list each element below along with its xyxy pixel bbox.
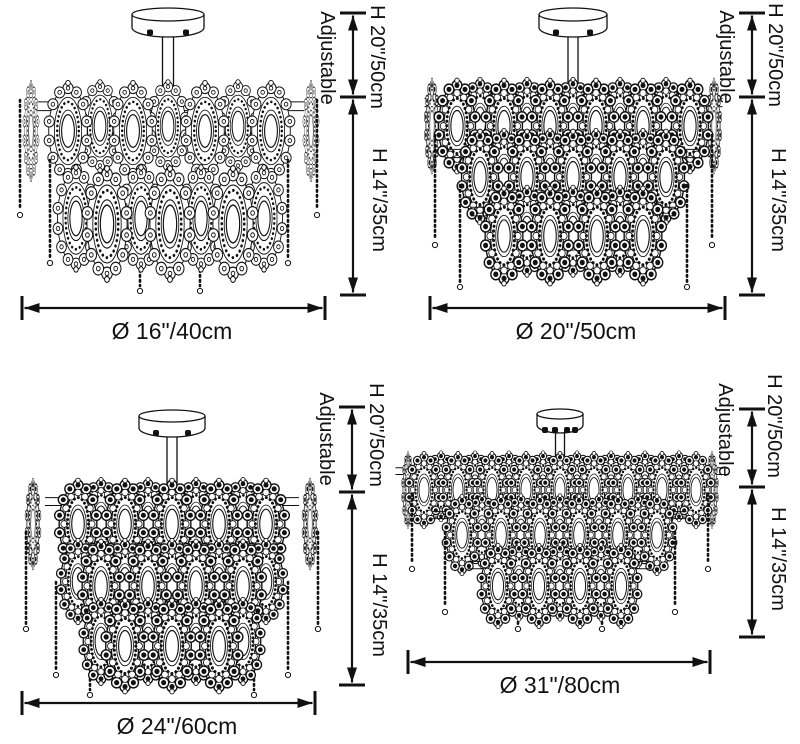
strand-drop [598, 625, 606, 633]
adjustable-label: Adjustable [316, 11, 338, 104]
diameter-dim-24in: Ø 24"/60cm [20, 691, 317, 739]
chandelier-drawing-31in [395, 408, 725, 633]
screw [185, 430, 191, 436]
diameter-label: Ø 31"/80cm [500, 672, 621, 698]
chandelier-drawing-24in [22, 409, 322, 699]
body-height-label: H 14"/35cm [368, 148, 390, 252]
strand-drop [408, 565, 416, 573]
canopy-top [538, 7, 608, 22]
screw [542, 427, 548, 433]
strand-drop [284, 259, 292, 267]
adjustable-label: Adjustable [715, 10, 737, 103]
medallion [206, 164, 260, 284]
screw [153, 430, 159, 436]
chandelier-drawing-20in [422, 7, 724, 291]
strand-drop [704, 565, 712, 573]
screw [552, 427, 558, 433]
strand-drop [514, 625, 522, 633]
strand-drop [86, 691, 94, 699]
adjustable-label: Adjustable [714, 383, 736, 476]
strand-drop [431, 241, 439, 249]
screw [564, 427, 570, 433]
screw [572, 427, 578, 433]
panel-24in: Adjustable H 20"/50cm H 14"/35cm Ø 24"/6… [20, 383, 390, 739]
screw [553, 29, 559, 36]
upper-height-label: H 20"/50cm [764, 3, 786, 107]
strand-drop [22, 625, 30, 633]
canopy-top [138, 409, 206, 423]
strand-drop [671, 608, 679, 616]
chandelier-drawing-16in [16, 7, 321, 295]
diameter-label: Ø 16"/40cm [112, 318, 233, 344]
upper-height-label: H 20"/50cm [366, 5, 388, 109]
diameter-dim-31in: Ø 31"/80cm [406, 650, 712, 698]
diameter-dim-20in: Ø 20"/50cm [428, 296, 727, 344]
diameter-dim-16in: Ø 16"/40cm [20, 296, 327, 344]
canopy-top [536, 408, 584, 420]
strand-drop [46, 259, 54, 267]
screw [587, 29, 593, 36]
strand-drop [284, 671, 292, 679]
medallion [107, 79, 159, 183]
strand-drop [683, 283, 691, 291]
panel-20in: Adjustable H 20"/50cm H 14"/35cm Ø 20"/5… [422, 3, 789, 344]
strand-drop [196, 287, 204, 295]
strand-drop [441, 608, 449, 616]
screw [183, 29, 189, 36]
strand-drop [16, 211, 24, 219]
panel-16in: Adjustable H 20"/50cm H 14"/35cm Ø 16"/4… [16, 5, 390, 344]
body-height-label: H 14"/35cm [767, 507, 789, 611]
body-height-label: H 14"/35cm [767, 148, 789, 252]
medallion [80, 164, 134, 284]
upper-height-label: H 20"/50cm [763, 374, 785, 478]
diameter-label: Ø 20"/50cm [516, 318, 637, 344]
upper-height-label: H 20"/50cm [365, 383, 387, 487]
height-dim-16in: Adjustable H 20"/50cm H 14"/35cm [316, 5, 390, 297]
strand-drop [708, 241, 716, 249]
strand-drop [456, 283, 464, 291]
height-dim-31in: Adjustable H 20"/50cm H 14"/35cm [714, 374, 789, 639]
height-dim-24in: Adjustable H 20"/50cm H 14"/35cm [315, 383, 390, 687]
strand-drop [250, 691, 258, 699]
adjustable-label: Adjustable [315, 392, 337, 485]
strand-drop [136, 287, 144, 295]
canopy-top [131, 7, 205, 22]
medallion [21, 79, 41, 183]
strand-drop [313, 211, 321, 219]
medallion [179, 79, 231, 183]
panel-31in: Adjustable H 20"/50cm H 14"/35cm Ø 31"/8… [395, 374, 789, 698]
medallion [422, 76, 442, 176]
medallion [300, 476, 320, 572]
body-height-label: H 14"/35cm [368, 553, 390, 657]
diameter-label: Ø 24"/60cm [117, 713, 238, 739]
height-dim-20in: Adjustable H 20"/50cm H 14"/35cm [715, 3, 789, 297]
screw [147, 29, 153, 36]
medallion [23, 476, 43, 572]
strand-drop [52, 671, 60, 679]
strand-drop [314, 625, 322, 633]
